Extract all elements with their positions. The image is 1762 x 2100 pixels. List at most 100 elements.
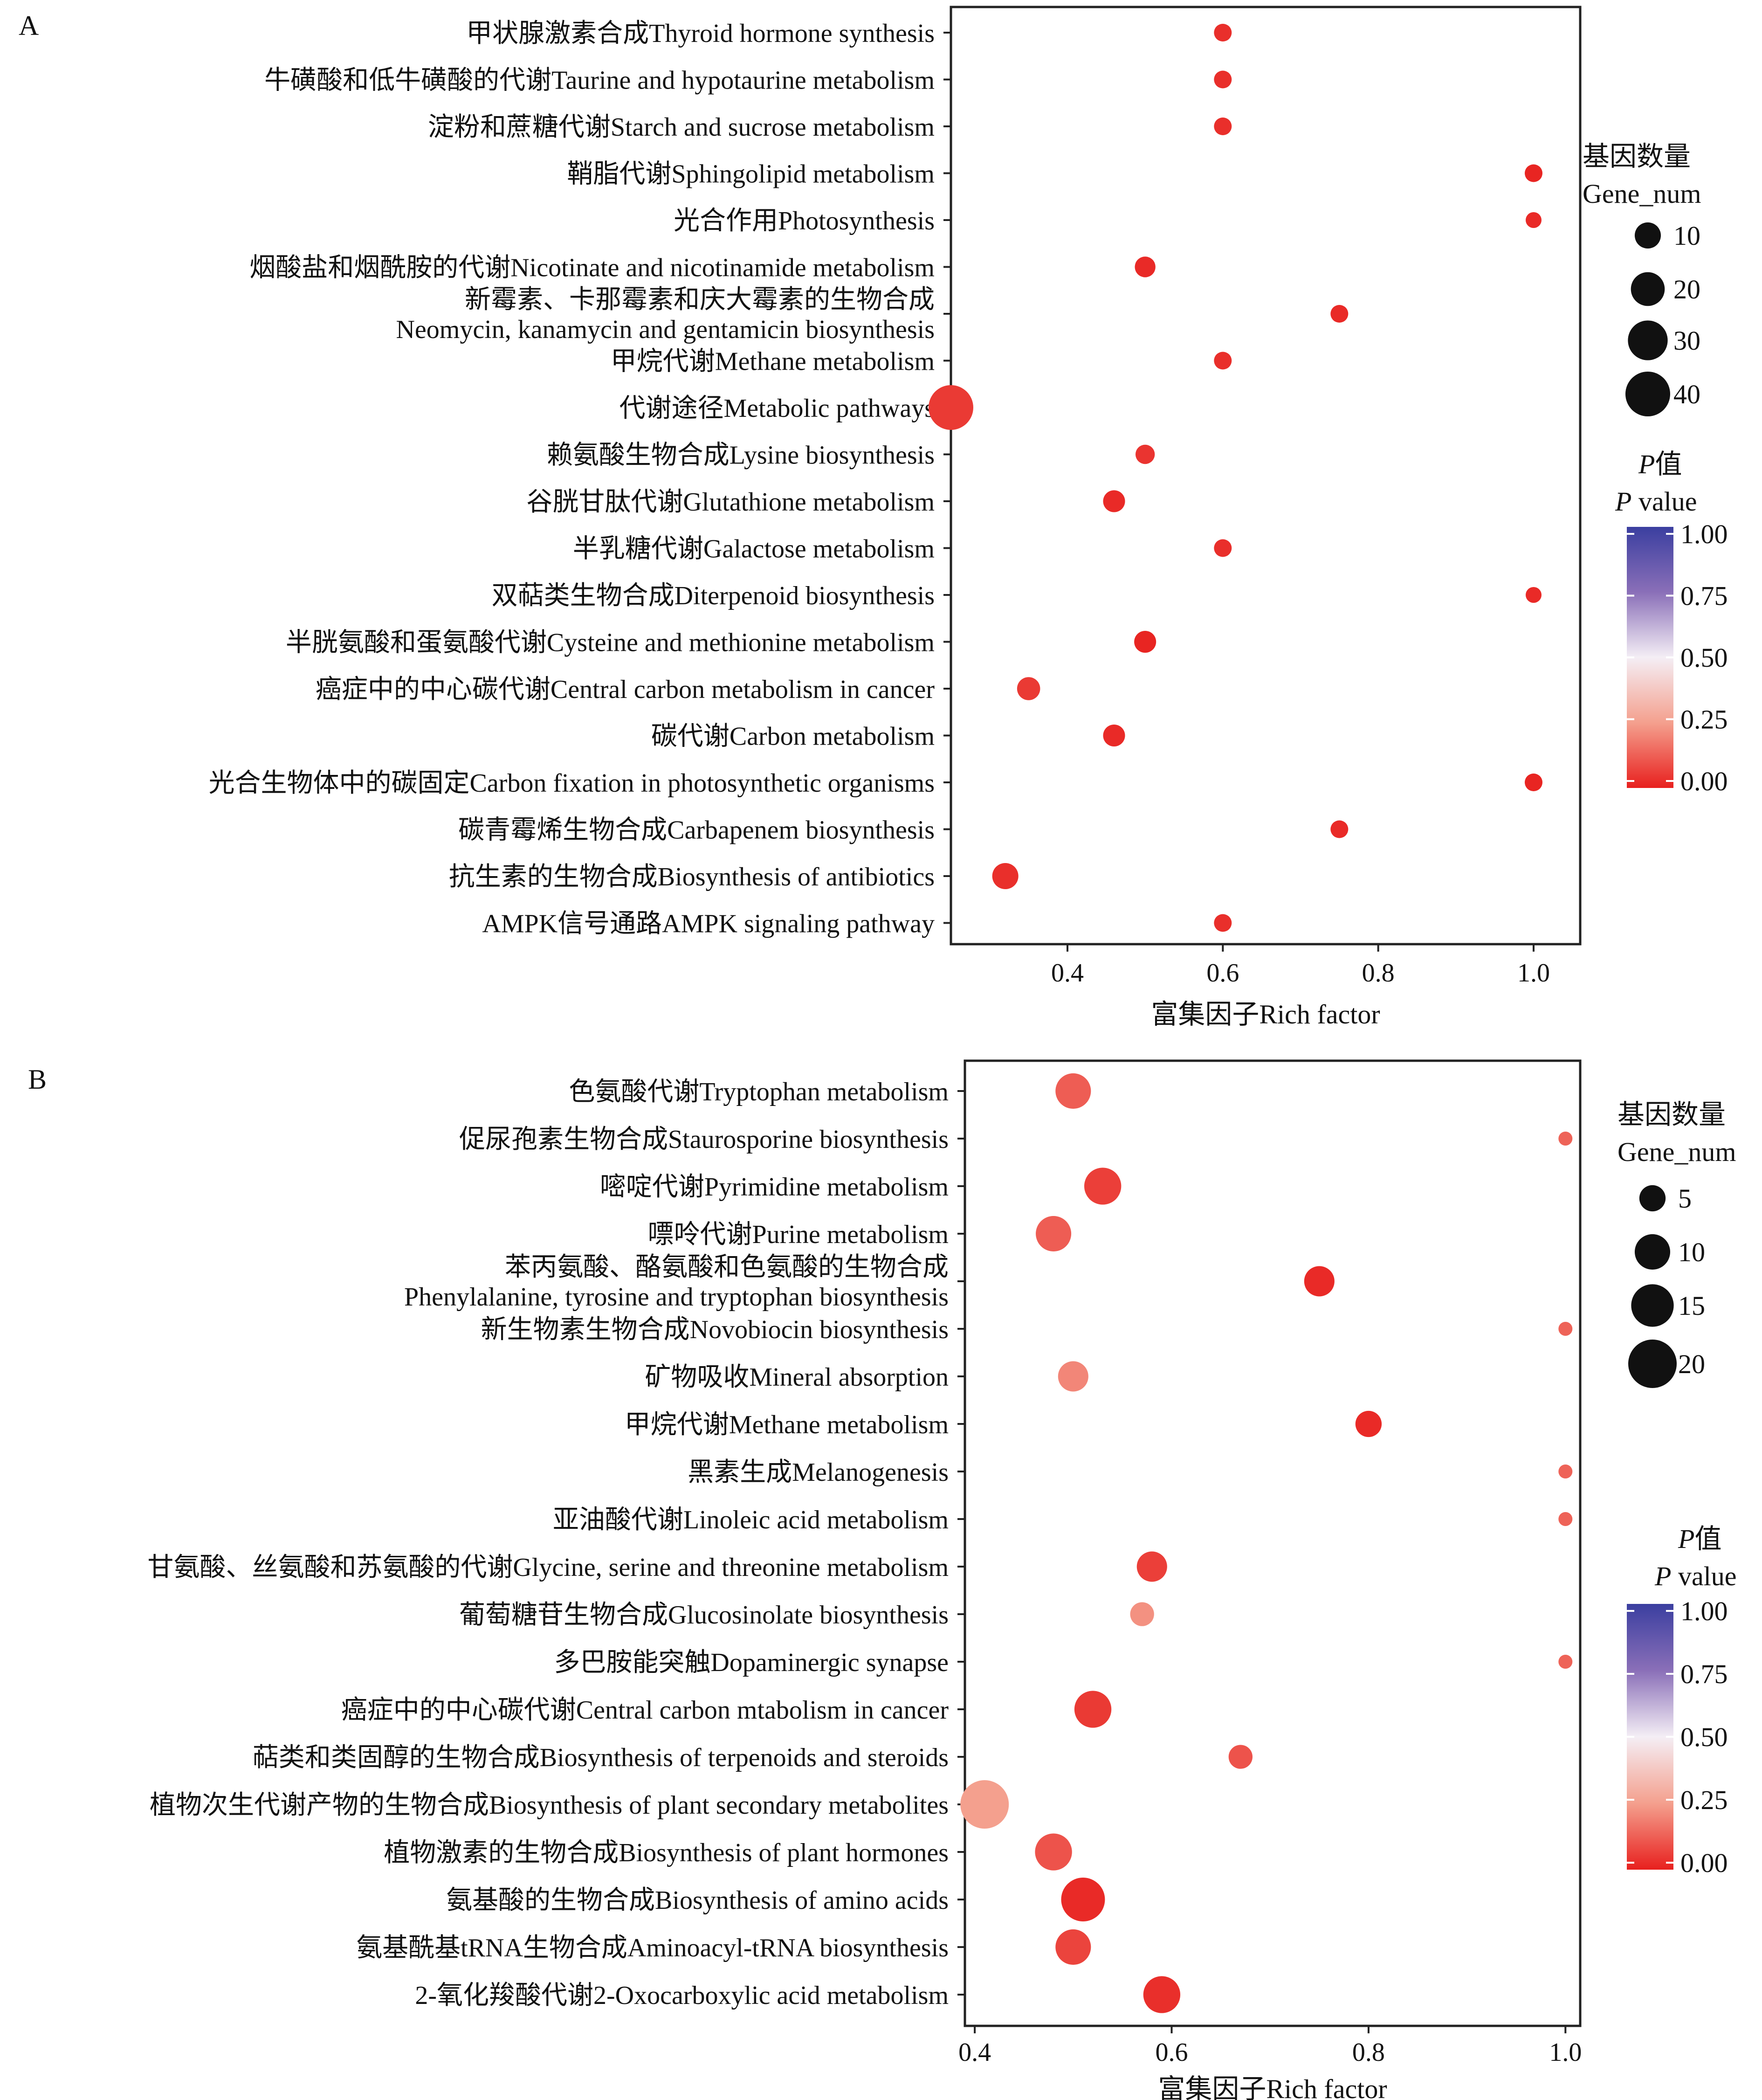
- data-point: [1355, 1410, 1382, 1437]
- data-point: [1524, 773, 1543, 792]
- data-point: [1228, 1745, 1253, 1769]
- x-tick-label: 1.0: [1517, 959, 1550, 988]
- pathway-label: Neomycin, kanamycin and gentamicin biosy…: [396, 315, 935, 344]
- pathway-label: 萜类和类固醇的生物合成Biosynthesis of terpenoids an…: [253, 1743, 949, 1772]
- pathway-label: 新生物素生物合成Novobiocin biosynthesis: [481, 1315, 949, 1344]
- size-legend-title: 基因数量: [1583, 141, 1691, 172]
- pathway-label: 亚油酸代谢Linoleic acid metabolism: [553, 1506, 949, 1534]
- data-point: [1558, 1322, 1573, 1336]
- pathway-label: 新霉素、卡那霉素和庆大霉素的生物合成: [465, 285, 935, 314]
- pathway-label: 半乳糖代谢Galactose metabolism: [573, 535, 935, 564]
- plot-frame: [950, 6, 1582, 946]
- data-point: [1136, 1551, 1167, 1582]
- data-point: [1058, 1361, 1088, 1392]
- panel-label: A: [19, 10, 39, 41]
- size-legend-dot: [1639, 1185, 1666, 1212]
- data-point: [1558, 1464, 1573, 1478]
- pathway-label: 光合作用Photosynthesis: [674, 207, 935, 235]
- color-legend-label: 0.75: [1680, 1659, 1728, 1689]
- color-legend-title: P值: [1678, 1524, 1721, 1554]
- size-legend-dot: [1634, 1234, 1671, 1270]
- data-point: [1214, 352, 1232, 370]
- pathway-label: 色氨酸代谢Tryptophan metabolism: [569, 1078, 949, 1106]
- color-legend-label: 0.00: [1680, 766, 1728, 796]
- x-tick-label: 0.4: [1051, 959, 1084, 988]
- data-point: [1103, 724, 1125, 747]
- data-point: [1135, 444, 1155, 464]
- data-point: [1214, 117, 1232, 136]
- pathway-label: 甲烷代谢Methane metabolism: [625, 1410, 949, 1439]
- x-tick-label: 0.4: [958, 2038, 991, 2067]
- color-legend-label: 0.50: [1680, 1722, 1728, 1752]
- pathway-label: 促尿孢素生物合成Staurosporine biosynthesis: [459, 1125, 949, 1154]
- pathway-label: 多巴胺能突触Dopaminergic synapse: [554, 1648, 949, 1677]
- panel-a: A 甲状腺激素合成Thyroid hormone synthesis 牛磺酸和低牛磺…: [19, 6, 1728, 1029]
- size-legend-dot: [1628, 320, 1668, 360]
- color-legend-label: 0.75: [1680, 581, 1728, 611]
- size-legend-label: 15: [1678, 1291, 1705, 1321]
- pathway-label: 光合生物体中的碳固定Carbon fixation in photosynthe…: [208, 769, 935, 798]
- pathway-label: 甲状腺激素合成Thyroid hormone synthesis: [466, 19, 935, 48]
- data-point: [1036, 1216, 1072, 1252]
- color-legend-subtitle: P value: [1654, 1561, 1737, 1591]
- size-legend-dot: [1631, 272, 1665, 306]
- pathway-label: 碳代谢Carbon metabolism: [651, 722, 935, 751]
- data-point: [1084, 1167, 1122, 1205]
- color-legend-title: P值: [1638, 449, 1682, 479]
- pathway-label: 黑素生成Melanogenesis: [688, 1458, 949, 1487]
- color-legend-bar: [1627, 1604, 1673, 1870]
- data-point: [1524, 164, 1543, 182]
- data-point: [1055, 1073, 1091, 1109]
- data-point: [1558, 1512, 1573, 1526]
- data-point: [1143, 1976, 1181, 2013]
- color-legend-label: 1.00: [1680, 519, 1728, 549]
- pathway-label: 双萜类生物合成Diterpenoid biosynthesis: [492, 581, 935, 610]
- pathway-label: 谷胱甘肽代谢Glutathione metabolism: [526, 488, 935, 517]
- pathway-label: 碳青霉烯生物合成Carbapenem biosynthesis: [458, 816, 935, 845]
- size-legend-dot: [1628, 1340, 1677, 1388]
- pathway-label: 牛磺酸和低牛磺酸的代谢Taurine and hypotaurine metab…: [264, 66, 935, 95]
- size-legend-subtitle: Gene_num: [1617, 1137, 1736, 1167]
- pathway-label: 嘧啶代谢Pyrimidine metabolism: [600, 1173, 949, 1202]
- pathway-label: 赖氨酸生物合成Lysine biosynthesis: [547, 441, 935, 470]
- color-legend-subtitle: P value: [1615, 486, 1697, 517]
- size-legend-label: 10: [1673, 221, 1700, 251]
- pathway-label: 甲烷代谢Methane metabolism: [611, 347, 935, 376]
- size-legend-dot: [1625, 372, 1670, 416]
- pathway-label: 氨基酰基tRNA生物合成Aminoacyl-tRNA biosynthesis: [356, 1934, 949, 1962]
- x-axis-label: 富集因子Rich factor: [1151, 999, 1380, 1029]
- pathway-label: 癌症中的中心碳代谢Central carbon mtabolism in can…: [341, 1696, 949, 1725]
- data-point: [960, 1780, 1009, 1829]
- plot-frame: [964, 1059, 1582, 2027]
- color-legend-label: 1.00: [1680, 1596, 1728, 1626]
- x-tick-label: 0.6: [1156, 2038, 1188, 2067]
- data-point: [1330, 304, 1349, 323]
- data-point: [1214, 23, 1232, 42]
- data-point: [1103, 490, 1125, 512]
- pathway-label: 代谢途径Metabolic pathways: [619, 394, 935, 423]
- data-point: [1130, 1602, 1154, 1626]
- size-legend-label: 30: [1673, 325, 1700, 356]
- x-tick-label: 0.8: [1352, 2038, 1385, 2067]
- pathway-label: 植物激素的生物合成Biosynthesis of plant hormones: [384, 1838, 949, 1867]
- color-legend-label: 0.25: [1680, 705, 1728, 735]
- pathway-label: 甘氨酸、丝氨酸和苏氨酸的代谢Glycine, serine and threon…: [147, 1553, 949, 1582]
- size-legend-label: 40: [1673, 379, 1700, 409]
- panel-label: B: [28, 1064, 47, 1095]
- pathway-label: 鞘脂代谢Sphingolipid metabolism: [567, 160, 935, 189]
- panel-b: B 色氨酸代谢Tryptophan metabolism 促尿孢素生物合成Staur…: [28, 1059, 1737, 2100]
- color-legend-label: 0.00: [1680, 1848, 1728, 1878]
- size-legend-label: 10: [1678, 1237, 1705, 1267]
- pathway-label: 半胱氨酸和蛋氨酸代谢Cysteine and methionine metabo…: [286, 629, 935, 657]
- size-legend-label: 5: [1678, 1183, 1692, 1214]
- pathway-label: 癌症中的中心碳代谢Central carbon metabolism in ca…: [316, 675, 935, 704]
- x-tick-label: 0.6: [1206, 959, 1239, 988]
- pathway-label: 氨基酸的生物合成Biosynthesis of amino acids: [446, 1886, 949, 1915]
- data-point: [929, 385, 973, 430]
- pathway-label: 苯丙氨酸、酪氨酸和色氨酸的生物合成: [505, 1253, 949, 1282]
- pathway-label: Phenylalanine, tyrosine and tryptophan b…: [404, 1283, 949, 1312]
- data-point: [1035, 1833, 1072, 1871]
- size-legend-label: 20: [1673, 274, 1700, 304]
- data-point: [1526, 587, 1542, 603]
